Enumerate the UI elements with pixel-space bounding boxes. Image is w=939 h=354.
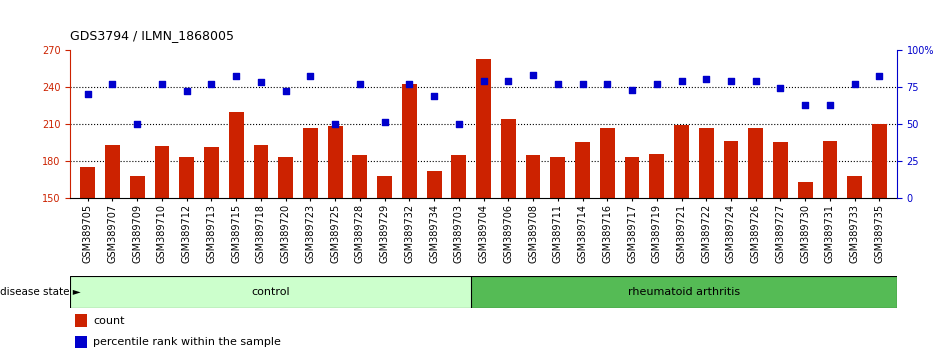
Text: count: count [93,316,125,326]
Bar [773,143,788,198]
Point [328,121,343,127]
Bar [130,176,145,198]
Point [254,79,269,85]
Text: GDS3794 / ILMN_1868005: GDS3794 / ILMN_1868005 [70,29,235,42]
Bar [204,147,219,198]
Bar [699,128,714,198]
Point [105,81,120,87]
Point [80,91,95,97]
Point [476,78,491,84]
Point [600,81,615,87]
Point [748,78,763,84]
Text: percentile rank within the sample: percentile rank within the sample [93,337,281,347]
Point [377,120,393,125]
Bar [872,124,886,198]
Bar [70,276,471,308]
Point [204,81,219,87]
Bar [352,155,367,198]
Bar [179,157,194,198]
Point [773,85,788,91]
Bar [476,59,491,198]
Bar [254,145,269,198]
Bar [674,125,689,198]
Point [550,81,565,87]
Bar [550,157,565,198]
Bar [847,176,862,198]
Bar [377,176,393,198]
Point [624,87,639,92]
Point [426,93,441,98]
Bar [105,145,120,198]
Bar [81,167,95,198]
Point [278,88,293,94]
Bar [650,154,664,198]
Text: control: control [252,287,290,297]
Bar [748,128,763,198]
Bar [452,155,467,198]
Bar [426,171,441,198]
Point [154,81,169,87]
Point [674,78,689,84]
Point [179,88,194,94]
Point [402,81,417,87]
Point [303,74,318,79]
Bar [575,143,590,198]
Point [872,74,887,79]
Point [823,102,838,107]
Point [229,74,244,79]
Point [352,81,367,87]
Point [452,121,467,127]
Point [723,78,738,84]
Bar [500,119,516,198]
Bar [278,157,293,198]
Bar [798,182,812,198]
Bar [328,126,343,198]
Bar [471,276,897,308]
Bar [303,128,317,198]
Bar [74,336,87,348]
Bar [526,155,541,198]
Point [500,78,516,84]
Point [649,81,664,87]
Bar [74,314,87,327]
Bar [624,157,639,198]
Bar [155,146,169,198]
Text: rheumatoid arthritis: rheumatoid arthritis [628,287,740,297]
Point [699,76,714,82]
Bar [823,141,838,198]
Text: disease state ►: disease state ► [0,287,81,297]
Bar [724,141,738,198]
Point [847,81,862,87]
Point [575,81,590,87]
Bar [229,112,243,198]
Bar [402,84,417,198]
Point [130,121,145,127]
Point [526,72,541,78]
Point [798,102,813,107]
Bar [600,128,615,198]
